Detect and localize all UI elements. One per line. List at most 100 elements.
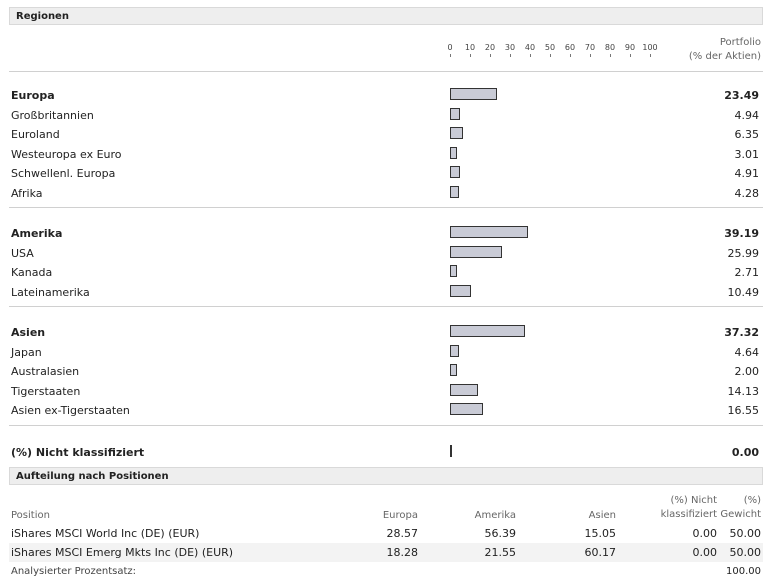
region-value: 37.32 bbox=[724, 326, 759, 339]
region-value: 3.01 bbox=[734, 147, 760, 161]
axis-tick-label: 90 bbox=[624, 43, 636, 52]
axis-tick-label: 80 bbox=[604, 43, 616, 52]
region-label: Europa bbox=[11, 89, 55, 102]
axis-tick-mark bbox=[590, 54, 591, 57]
axis-tick-label: 0 bbox=[447, 43, 453, 52]
region-label: Kanada bbox=[11, 266, 53, 279]
region-value: 10.49 bbox=[727, 285, 760, 299]
col-header-gewicht-line2: Gewicht bbox=[720, 509, 761, 520]
row-stripe bbox=[9, 543, 763, 562]
col-header-position: Position bbox=[11, 510, 50, 521]
region-label: USA bbox=[11, 246, 34, 260]
region-bar bbox=[450, 146, 457, 159]
region-value: 4.94 bbox=[734, 108, 760, 122]
cell-amerika: 21.55 bbox=[484, 546, 517, 559]
axis-tick-label: 60 bbox=[564, 43, 576, 52]
region-label: Großbritannien bbox=[11, 108, 94, 122]
region-value: 2.00 bbox=[734, 365, 760, 378]
cell-asien: 60.17 bbox=[584, 546, 617, 559]
cell-europa: 28.57 bbox=[386, 527, 419, 540]
axis-tick-label: 30 bbox=[504, 43, 516, 52]
region-bar bbox=[450, 166, 460, 178]
axis-tick-mark bbox=[610, 54, 611, 57]
region-value: 4.28 bbox=[734, 186, 760, 200]
region-bar bbox=[450, 107, 460, 120]
region-bar bbox=[450, 325, 525, 337]
unclassified-value: 0.00 bbox=[731, 445, 759, 459]
axis-tick-label: 100 bbox=[642, 43, 658, 52]
axis-tick-label: 50 bbox=[544, 43, 556, 52]
axis-tick-mark bbox=[630, 54, 631, 57]
region-value: 25.99 bbox=[727, 246, 760, 260]
region-label: Schwellenl. Europa bbox=[11, 167, 116, 180]
divider bbox=[9, 71, 763, 72]
position-name: iShares MSCI Emerg Mkts Inc (DE) (EUR) bbox=[11, 546, 234, 559]
analysed-percentage-label: Analysierter Prozentsatz: bbox=[11, 566, 137, 577]
region-label: Amerika bbox=[11, 227, 63, 240]
region-bar bbox=[450, 383, 479, 396]
axis-tick-mark bbox=[450, 54, 451, 57]
region-bar bbox=[450, 88, 497, 100]
portfolio-header-line2: (% der Aktien) bbox=[688, 51, 761, 62]
axis-tick-label: 40 bbox=[524, 43, 536, 52]
divider bbox=[9, 207, 763, 208]
col-header-gewicht-line1: (%) bbox=[743, 495, 761, 506]
unclassified-label: (%) Nicht klassifiziert bbox=[11, 445, 145, 459]
region-bar bbox=[450, 245, 502, 258]
region-value: 39.19 bbox=[724, 227, 759, 240]
region-bar bbox=[450, 265, 457, 277]
portfolio-header: Portfolio (% der Aktien) bbox=[689, 36, 761, 64]
region-label: Japan bbox=[11, 345, 42, 359]
cell-europa: 18.28 bbox=[386, 546, 419, 559]
region-bar bbox=[450, 185, 459, 198]
region-value: 16.55 bbox=[727, 404, 760, 417]
region-label: Australasien bbox=[11, 365, 80, 378]
axis-tick-mark bbox=[530, 54, 531, 57]
axis-tick-mark bbox=[550, 54, 551, 57]
cell-gewicht: 50.00 bbox=[729, 546, 762, 559]
region-value: 6.35 bbox=[734, 128, 760, 141]
axis-tick-label: 20 bbox=[484, 43, 496, 52]
analysed-percentage-value: 100.00 bbox=[726, 566, 761, 577]
axis-tick-mark bbox=[510, 54, 511, 57]
col-header-gewicht: (%) Gewicht bbox=[720, 494, 761, 522]
positions-section-header: Aufteilung nach Positionen bbox=[9, 467, 763, 485]
cell-asien: 15.05 bbox=[584, 527, 617, 540]
divider bbox=[9, 424, 763, 426]
region-value: 14.13 bbox=[727, 384, 760, 398]
axis-tick-label: 10 bbox=[464, 43, 476, 52]
regions-title: Regionen bbox=[16, 11, 69, 22]
region-bar bbox=[450, 284, 471, 297]
region-label: Asien ex-Tigerstaaten bbox=[11, 404, 130, 417]
cell-nicht-klassifiziert: 0.00 bbox=[692, 546, 718, 559]
axis-tick-mark bbox=[470, 54, 471, 57]
region-label: Afrika bbox=[11, 186, 43, 200]
regions-section-header: Regionen bbox=[9, 7, 763, 25]
col-header-europa: Europa bbox=[382, 510, 418, 521]
region-value: 23.49 bbox=[724, 89, 759, 102]
col-header-nicht-klassifiziert: (%) Nicht klassifiziert bbox=[661, 494, 717, 522]
portfolio-header-line1: Portfolio bbox=[719, 37, 761, 48]
region-bar bbox=[450, 127, 463, 139]
col-header-asien: Asien bbox=[588, 510, 616, 521]
region-bar bbox=[450, 364, 457, 376]
region-value: 4.91 bbox=[734, 167, 760, 180]
axis-tick-mark bbox=[650, 54, 651, 57]
region-value: 2.71 bbox=[734, 266, 760, 279]
cell-amerika: 56.39 bbox=[484, 527, 517, 540]
region-bar bbox=[450, 403, 484, 415]
col-header-amerika: Amerika bbox=[474, 510, 516, 521]
col-header-nicht-line1: (%) Nicht bbox=[670, 495, 718, 506]
cell-nicht-klassifiziert: 0.00 bbox=[692, 527, 718, 540]
region-label: Euroland bbox=[11, 128, 60, 141]
axis-tick-mark bbox=[570, 54, 571, 57]
region-value: 4.64 bbox=[734, 345, 760, 359]
col-header-nicht-line2: klassifiziert bbox=[660, 509, 717, 520]
region-label: Lateinamerika bbox=[11, 285, 90, 299]
region-label: Asien bbox=[11, 326, 46, 339]
unclassified-bar bbox=[450, 444, 452, 457]
region-bar bbox=[450, 344, 460, 357]
axis-tick-label: 70 bbox=[584, 43, 596, 52]
region-label: Westeuropa ex Euro bbox=[11, 147, 122, 161]
region-label: Tigerstaaten bbox=[11, 384, 81, 398]
